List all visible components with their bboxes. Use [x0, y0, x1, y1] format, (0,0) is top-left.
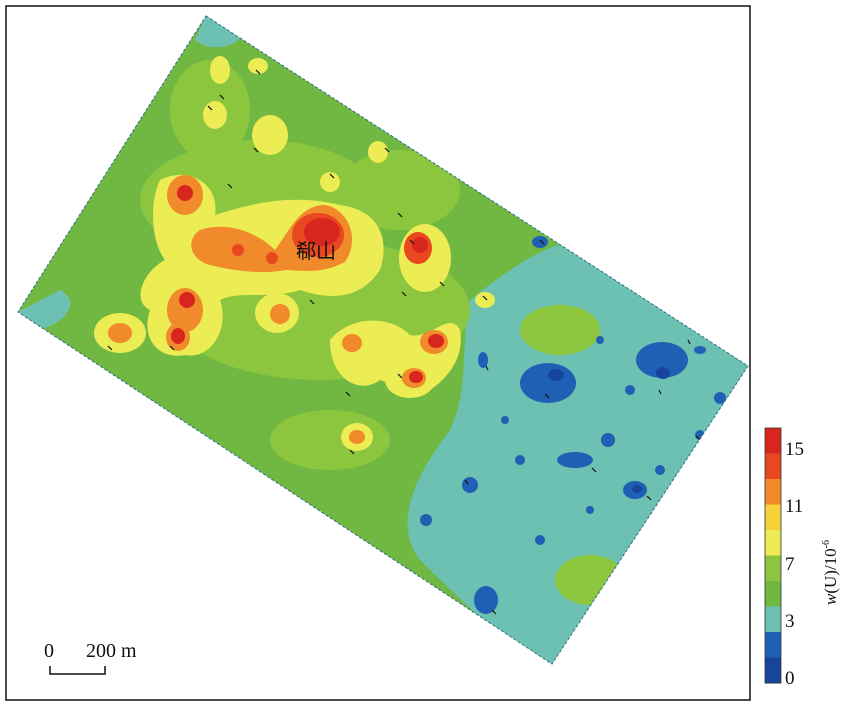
legend-swatch	[765, 555, 781, 582]
low-value-zone-left	[18, 290, 71, 330]
legend-tick-label: 3	[785, 611, 795, 632]
lowest-value-spots	[420, 236, 726, 614]
sample-points	[107, 69, 701, 615]
legend-swatch	[765, 504, 781, 531]
legend-title: w(U)/10-6	[821, 540, 840, 605]
scale-bar: 0 200 m	[44, 640, 137, 675]
legend-tick-label: 0	[785, 668, 795, 689]
legend-tick-label: 15	[785, 439, 804, 460]
legend-swatch	[765, 453, 781, 480]
legend: 15 11 7 3 0 w(U)/10-6	[764, 427, 840, 689]
place-label: 郗山	[296, 240, 336, 263]
legend-bar-outline	[764, 427, 782, 684]
legend-swatch	[765, 632, 781, 658]
legend-title-rest: (U)/10	[821, 548, 840, 593]
map-border	[5, 5, 751, 701]
scale-bar-start-label: 0	[44, 640, 54, 662]
legend-swatch	[765, 428, 781, 454]
deepest-spots	[548, 367, 670, 493]
legend-title-italic: w	[821, 593, 840, 605]
high-value-zones	[108, 175, 448, 444]
scale-bar-line	[49, 666, 106, 675]
legend-title-exponent: -6	[821, 540, 832, 548]
low-value-zone-top	[195, 16, 240, 48]
legend-color-bar	[765, 428, 781, 684]
survey-boundary	[17, 15, 749, 665]
legend-swatch	[765, 581, 781, 607]
legend-swatch	[765, 606, 781, 633]
legend-tick-label: 11	[785, 496, 803, 517]
legend-swatch	[765, 479, 781, 505]
legend-swatch	[765, 657, 781, 684]
legend-tick-label: 7	[785, 554, 795, 575]
legend-swatch	[765, 530, 781, 556]
legend-tick-labels: 15 11 7 3 0	[785, 439, 804, 689]
scale-bar-end-label: 200 m	[86, 640, 137, 662]
